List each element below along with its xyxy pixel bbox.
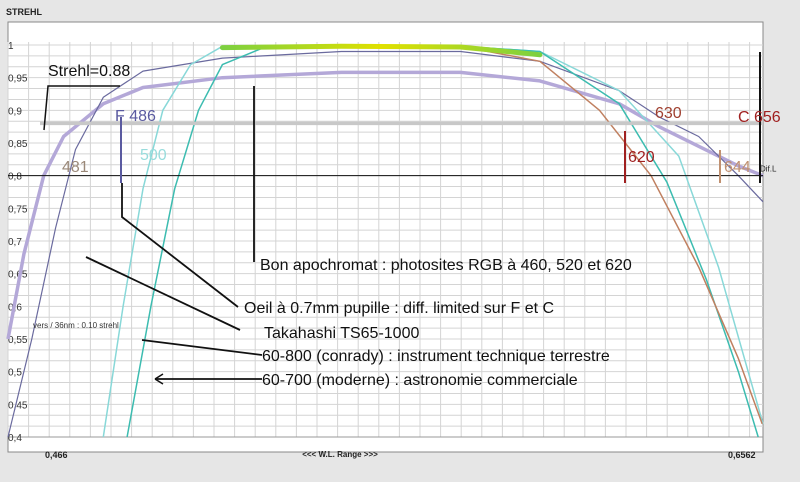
- y-tick-label: 0,5: [8, 368, 22, 379]
- annotation-text: Takahashi TS65-1000: [264, 325, 419, 342]
- wavelength-label: 481: [62, 159, 89, 176]
- wavelength-label: 500: [140, 147, 167, 164]
- y-tick-label: 0,45: [8, 400, 28, 411]
- y-tick-label: 0,65: [8, 270, 28, 281]
- plot-area: [7, 21, 764, 453]
- x-axis-title: <<< W.L. Range >>>: [302, 450, 378, 459]
- small-note: vers / 36nm : 0.10 strehl: [33, 321, 119, 330]
- y-tick-label: 0,8: [8, 172, 22, 183]
- annotation-text: Bon apochromat : photosites RGB à 460, 5…: [260, 257, 632, 274]
- wavelength-label: 620: [628, 149, 655, 166]
- wavelength-label: F 486: [115, 108, 156, 125]
- y-tick-label: 0,7: [8, 237, 22, 248]
- wavelength-label: 630: [655, 105, 682, 122]
- annotation-text: 60-800 (conrady) : instrument technique …: [262, 348, 610, 365]
- y-tick-label: 1: [8, 41, 14, 52]
- y-tick-label: 0,75: [8, 204, 28, 215]
- y-tick-label: 0,85: [8, 139, 28, 150]
- y-tick-label: 0,9: [8, 106, 22, 117]
- x-min-label: 0,466: [45, 450, 68, 460]
- y-tick-label: 0,95: [8, 74, 28, 85]
- annotation-leader-line: [85, 256, 241, 331]
- annotation-text: Oeil à 0.7mm pupille : diff. limited sur…: [244, 300, 554, 317]
- y-axis-title: STREHL: [6, 7, 43, 17]
- wavelength-label: 644: [724, 159, 751, 176]
- diffraction-limit-label: Dif.L: [760, 165, 777, 174]
- annotation-text: 60-700 (moderne) : astronomie commercial…: [262, 372, 578, 389]
- annotation-leader-line: [141, 339, 263, 356]
- series-line: [6, 70, 764, 340]
- strehl-label-bracket: [43, 85, 120, 131]
- strehl-threshold-label: Strehl=0.88: [48, 63, 130, 80]
- y-tick-label: 0,4: [8, 433, 22, 444]
- annotation-arrowhead: [154, 373, 164, 385]
- series-line: [7, 50, 764, 438]
- x-max-label: 0,6562: [728, 450, 756, 460]
- y-tick-label: 0,55: [8, 335, 28, 346]
- optimum-highlight: [219, 43, 543, 58]
- annotation-leader-line: [121, 183, 239, 308]
- wavelength-label: C 656: [738, 109, 781, 126]
- y-axis-labels: STREHL10,950,90,850,80,750,70,650,60,550…: [6, 7, 756, 460]
